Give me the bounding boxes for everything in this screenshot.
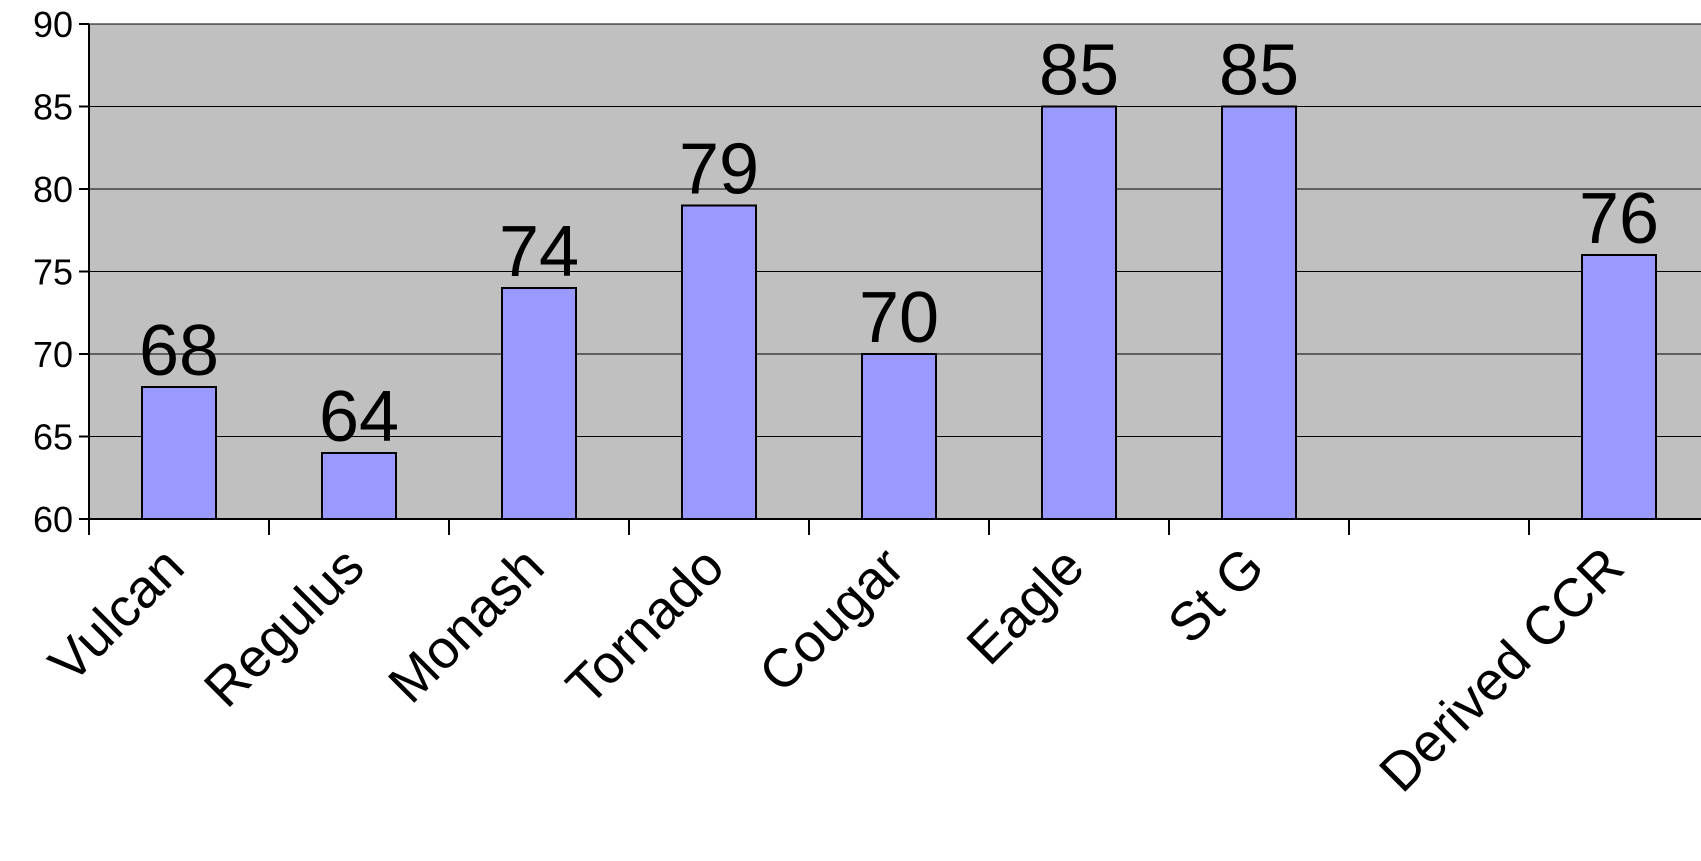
y-tick-label-75: 75 <box>33 252 73 293</box>
category-label-tornado: Tornado <box>555 536 735 716</box>
category-label-monash: Monash <box>377 536 555 714</box>
category-label-regulus: Regulus <box>193 536 376 719</box>
bar-st-g <box>1221 105 1297 520</box>
data-label-eagle: 85 <box>1039 31 1119 111</box>
data-label-st-g: 85 <box>1219 31 1299 111</box>
y-tick-label-90: 90 <box>33 4 73 45</box>
data-label-cougar: 70 <box>859 278 939 358</box>
y-tick-label-80: 80 <box>33 169 73 210</box>
category-label-vulcan: Vulcan <box>38 536 196 694</box>
category-label-cougar: Cougar <box>748 536 916 704</box>
bar-eagle <box>1041 105 1117 520</box>
bar-vulcan <box>141 386 217 520</box>
bar-monash <box>501 287 577 520</box>
bars <box>141 105 1657 520</box>
data-label-monash: 74 <box>499 212 579 292</box>
y-tick-label-85: 85 <box>33 87 73 128</box>
category-label-derived-ccr: Derived CCR <box>1368 536 1635 803</box>
y-axis-tick-labels: 60 65 70 75 80 85 90 <box>33 4 89 540</box>
category-label-st-g: St G <box>1157 536 1276 655</box>
data-label-derived-ccr: 76 <box>1579 179 1659 259</box>
bar-regulus <box>321 452 397 520</box>
category-label-eagle: Eagle <box>955 536 1095 676</box>
y-tick-label-60: 60 <box>33 499 73 540</box>
x-axis-tick-marks <box>88 519 1530 535</box>
bar-tornado <box>681 204 757 520</box>
y-tick-label-65: 65 <box>33 417 73 458</box>
bar-cougar <box>861 353 937 520</box>
data-labels: 68 64 74 79 70 85 85 76 <box>139 31 1659 458</box>
data-label-regulus: 64 <box>319 377 399 457</box>
y-tick-label-70: 70 <box>33 334 73 375</box>
data-label-vulcan: 68 <box>139 311 219 391</box>
bar-derived-ccr <box>1581 254 1657 520</box>
data-label-tornado: 79 <box>679 130 759 210</box>
